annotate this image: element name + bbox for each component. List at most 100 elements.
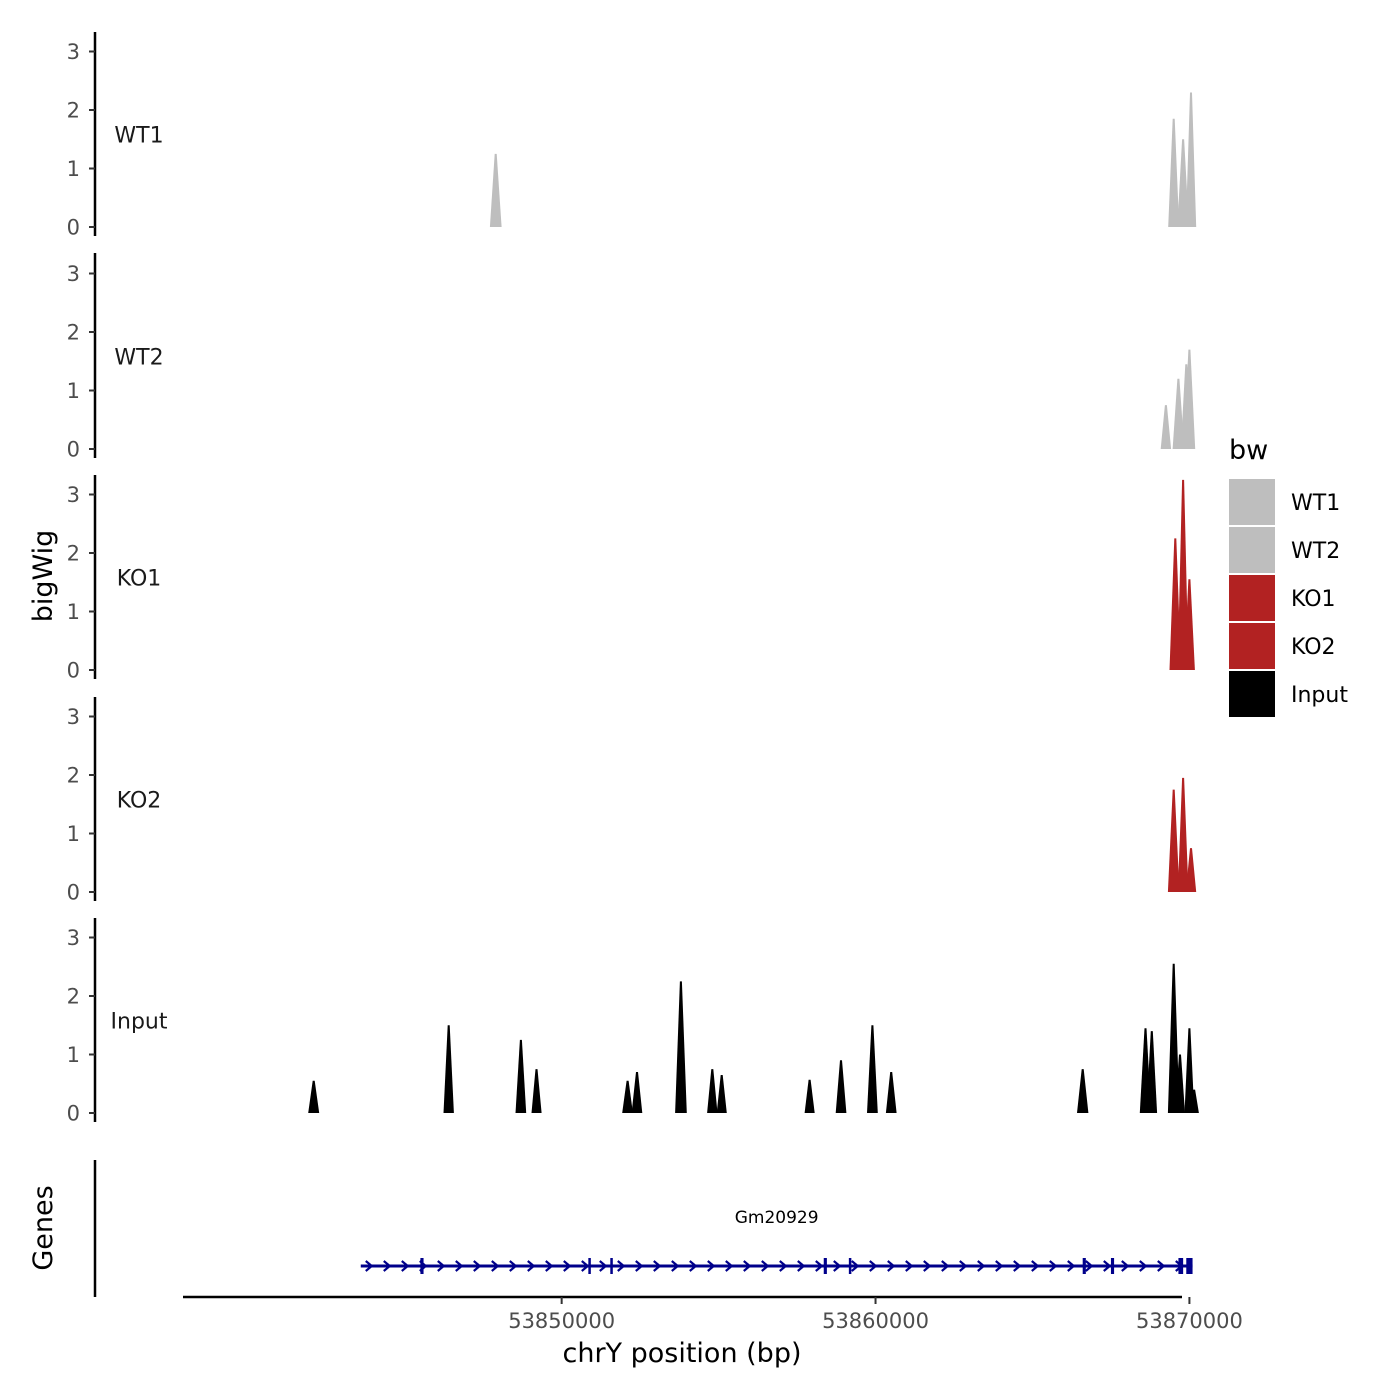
y-tick-label: 2 [67, 99, 80, 123]
y-tick-label: 2 [67, 321, 80, 345]
strand-arrow [671, 1260, 680, 1272]
signal-peak [1167, 963, 1180, 1113]
legend-label: WT2 [1291, 539, 1340, 564]
exon [610, 1258, 613, 1274]
y-tick-label: 0 [67, 438, 80, 462]
strand-arrow [941, 1260, 950, 1272]
signal-peak [1177, 139, 1189, 227]
signal-peak [489, 153, 502, 227]
y-tick-label: 3 [67, 262, 80, 286]
strand-arrow [833, 1260, 842, 1272]
exon [588, 1258, 591, 1274]
strand-arrow [887, 1260, 896, 1272]
y-tick-label: 1 [67, 822, 80, 846]
exon [1186, 1258, 1193, 1274]
strand-arrow [1121, 1260, 1130, 1272]
signal-peak [622, 1080, 633, 1113]
x-tick-label: 53850000 [508, 1309, 615, 1333]
signal-peak [1167, 789, 1180, 892]
strand-arrow [365, 1260, 374, 1272]
y-tick-label: 2 [67, 764, 80, 788]
strand-arrow [995, 1260, 1004, 1272]
gene-model: Gm20929 [360, 1208, 1193, 1274]
y-tick-label: 3 [67, 40, 80, 64]
strand-arrow [1031, 1260, 1040, 1272]
strand-arrow [1013, 1260, 1022, 1272]
strand-arrow [743, 1260, 752, 1272]
strand-arrow [383, 1260, 392, 1272]
signal-peak [1183, 579, 1195, 670]
strand-arrow [959, 1260, 968, 1272]
legend-label: KO2 [1291, 635, 1336, 660]
strand-arrow [455, 1260, 464, 1272]
signal-peak [1184, 1028, 1195, 1113]
strand-arrow [1157, 1260, 1166, 1272]
track-input: 0 1 2 3 Input [67, 918, 1199, 1126]
exon [848, 1258, 852, 1274]
signal-peak [716, 1075, 727, 1113]
signal-peak [443, 1025, 454, 1113]
y-tick-label: 2 [67, 542, 80, 566]
x-tick-label: 53860000 [822, 1309, 929, 1333]
track-label: KO1 [117, 567, 162, 592]
legend-swatch [1229, 575, 1275, 621]
signal-peak [885, 1072, 897, 1113]
signal-peak [707, 1069, 718, 1113]
strand-arrow [653, 1260, 662, 1272]
exon [1178, 1258, 1184, 1274]
exon [1082, 1258, 1086, 1274]
signal-peak [631, 1072, 643, 1113]
signal-peak [1160, 405, 1172, 449]
signal-peak [531, 1069, 542, 1113]
strand-arrow [1067, 1260, 1076, 1272]
x-tick-label: 53870000 [1136, 1309, 1243, 1333]
y-tick-label: 1 [67, 379, 80, 403]
strand-arrow [725, 1260, 734, 1272]
legend-swatch [1229, 527, 1275, 573]
genes-axis-title: Genes [28, 1185, 59, 1270]
signal-peak [1185, 848, 1197, 892]
y-tick-label: 0 [67, 1102, 80, 1126]
legend-label: Input [1291, 683, 1348, 708]
strand-arrow [617, 1260, 626, 1272]
strand-arrow [761, 1260, 770, 1272]
strand-arrow [905, 1260, 914, 1272]
strand-arrow [851, 1260, 860, 1272]
strand-arrow [581, 1260, 590, 1272]
strand-arrow [815, 1260, 824, 1272]
signal-peak [867, 1025, 878, 1113]
signal-peak [835, 1060, 847, 1113]
signal-peak [1172, 378, 1185, 449]
strand-arrow [527, 1260, 536, 1272]
exon [823, 1258, 827, 1274]
track-label: KO2 [117, 789, 162, 814]
y-axis-title: bigWig [28, 530, 59, 623]
strand-arrow [869, 1260, 878, 1272]
signal-peak [1189, 1089, 1199, 1113]
y-tick-label: 1 [67, 1043, 80, 1067]
signal-peak [1146, 1031, 1158, 1113]
legend-title: bw [1229, 435, 1268, 466]
strand-arrow [779, 1260, 788, 1272]
strand-arrow [509, 1260, 518, 1272]
y-tick-label: 3 [67, 705, 80, 729]
signal-peak [1177, 479, 1189, 670]
legend-label: KO1 [1291, 587, 1336, 612]
strand-arrow [689, 1260, 698, 1272]
strand-arrow [473, 1260, 482, 1272]
signal-peak [1168, 118, 1180, 227]
signal-peak [675, 981, 687, 1113]
track-wt2: 0 1 2 3 WT2 [67, 253, 1196, 462]
y-tick-label: 3 [67, 926, 80, 950]
strand-arrow [1139, 1260, 1148, 1272]
strand-arrow [797, 1260, 806, 1272]
y-tick-label: 0 [67, 881, 80, 905]
strand-arrow [977, 1260, 986, 1272]
legend-swatch [1229, 479, 1275, 525]
strand-arrow [635, 1260, 644, 1272]
strand-arrow [491, 1260, 500, 1272]
y-tick-label: 0 [67, 659, 80, 683]
signal-peak [308, 1080, 320, 1113]
legend-label: WT1 [1291, 491, 1340, 516]
strand-arrow [437, 1260, 446, 1272]
